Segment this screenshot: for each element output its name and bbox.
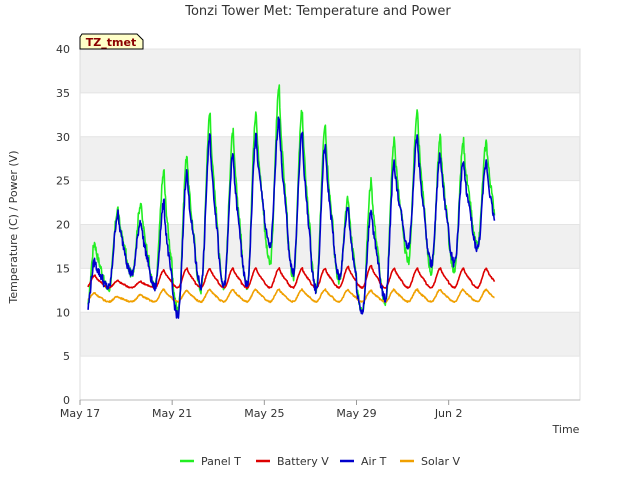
legend-label: Solar V bbox=[421, 455, 461, 468]
y-tick-label: 0 bbox=[63, 394, 70, 407]
legend-label: Air T bbox=[361, 455, 387, 468]
y-tick-label: 25 bbox=[56, 175, 70, 188]
plot-band bbox=[80, 312, 580, 357]
plot-band bbox=[80, 49, 580, 93]
x-tick-label: May 29 bbox=[336, 407, 376, 420]
series-line-air-t bbox=[87, 116, 496, 319]
series-line-solar-v bbox=[87, 288, 495, 304]
plot-band bbox=[80, 136, 580, 181]
y-tick-label: 30 bbox=[56, 131, 70, 144]
x-tick-label: May 17 bbox=[60, 407, 100, 420]
plot-band bbox=[80, 224, 580, 269]
chart-title: Tonzi Tower Met: Temperature and Power bbox=[184, 4, 451, 19]
y-tick-label: 15 bbox=[56, 262, 70, 275]
x-tick-label: May 21 bbox=[152, 407, 192, 420]
series-layer bbox=[87, 84, 496, 319]
legend-item-panel-t: Panel T bbox=[180, 455, 241, 468]
legend-label: Panel T bbox=[201, 455, 241, 468]
plot-band bbox=[80, 356, 580, 400]
y-tick-label: 20 bbox=[56, 219, 70, 232]
plot-band bbox=[80, 92, 580, 137]
station-badge: TZ_tmet bbox=[79, 33, 144, 50]
y-axis-label: Temperature (C) / Power (V) bbox=[7, 150, 20, 304]
station-badge-label: TZ_tmet bbox=[86, 36, 136, 49]
y-axis-ticks: 0 5 10 15 20 25 30 35 40 bbox=[56, 43, 70, 407]
legend-item-air-t: Air T bbox=[340, 455, 387, 468]
y-tick-label: 10 bbox=[56, 306, 70, 319]
legend: Panel T Battery V Air T Solar V bbox=[180, 455, 461, 468]
y-tick-label: 35 bbox=[56, 87, 70, 100]
legend-label: Battery V bbox=[277, 455, 329, 468]
y-tick-label: 5 bbox=[63, 350, 70, 363]
legend-item-solar-v: Solar V bbox=[400, 455, 461, 468]
legend-item-battery-v: Battery V bbox=[256, 455, 329, 468]
station-badge-box bbox=[79, 33, 144, 50]
x-axis-ticks: May 17 May 21 May 25 May 29 Jun 2 bbox=[60, 399, 580, 420]
y-tick-label: 40 bbox=[56, 43, 70, 56]
x-tick-label: May 25 bbox=[244, 407, 284, 420]
x-axis-label: Time bbox=[552, 423, 580, 436]
x-tick-label: Jun 2 bbox=[434, 407, 463, 420]
